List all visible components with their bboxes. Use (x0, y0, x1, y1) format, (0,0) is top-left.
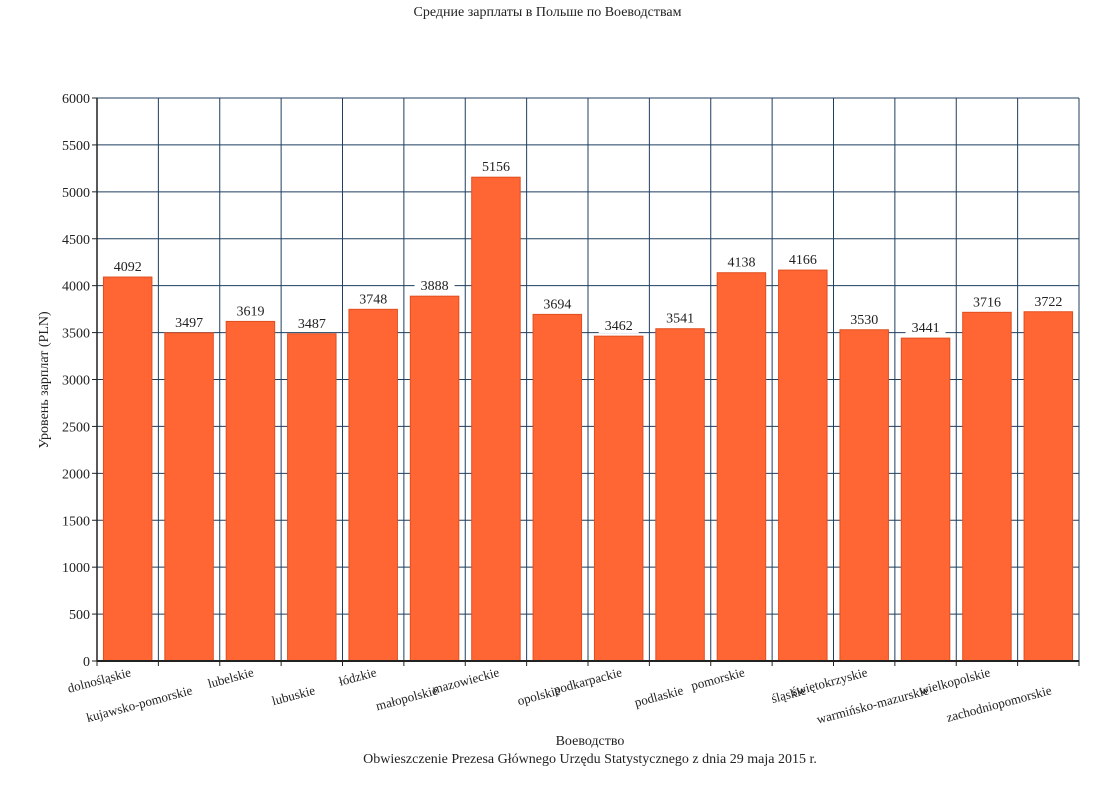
y-tick-label: 1500 (62, 514, 90, 529)
y-tick-label: 500 (69, 608, 90, 623)
value-label-bg (291, 313, 332, 331)
value-label-bg (537, 294, 578, 312)
y-tick-label: 2000 (62, 467, 90, 482)
y-tick-label: 4000 (62, 280, 90, 295)
y-tick-label: 0 (83, 655, 90, 670)
bar (839, 329, 889, 662)
y-tick-label: 6000 (62, 92, 90, 107)
value-label-bg (475, 157, 516, 175)
value-label: 4092 (114, 260, 142, 275)
bar (962, 311, 1012, 662)
category-label: dolnośląskie (66, 664, 133, 695)
value-label: 3441 (912, 321, 940, 336)
y-tick-label: 2500 (62, 420, 90, 435)
bar (471, 176, 521, 662)
value-label-bg (966, 292, 1007, 310)
value-label-bg (598, 316, 639, 334)
category-label: lubelskie (206, 664, 255, 691)
y-tick-label: 5500 (62, 139, 90, 154)
category-label: pomorskie (689, 664, 746, 693)
value-label-bg (844, 309, 885, 327)
bar (532, 313, 583, 662)
bar (348, 308, 398, 662)
bars (102, 176, 1074, 662)
value-label: 3541 (666, 312, 694, 327)
bar (102, 276, 153, 662)
value-label: 3716 (973, 295, 1001, 310)
category-label: mazowieckie (431, 664, 501, 696)
x-axis-label: Воеводство (555, 734, 625, 749)
y-tick-label: 1000 (62, 561, 90, 576)
y-tick-label: 4500 (62, 233, 90, 248)
value-label: 4166 (789, 253, 817, 268)
value-label-bg (169, 312, 210, 330)
bar (655, 328, 705, 662)
y-tick-label: 5000 (62, 186, 90, 201)
category-label: lubuskie (270, 682, 317, 708)
bar (287, 333, 337, 662)
category-label: wielkopolskie (917, 664, 992, 697)
value-label: 3748 (359, 292, 387, 307)
value-label: 3462 (605, 319, 633, 334)
bar (1023, 311, 1074, 662)
y-tick-label: 3500 (62, 327, 90, 342)
value-label: 5156 (482, 160, 510, 175)
value-label: 3722 (1034, 295, 1062, 310)
source-note: Obwieszczenie Prezesa Głównego Urzędu St… (363, 752, 817, 767)
value-label: 3497 (175, 316, 203, 331)
grid (96, 97, 1080, 662)
category-label: świętokrzyskie (790, 664, 869, 699)
category-label: kujawsko-pomorskie (85, 682, 194, 725)
bar (409, 295, 460, 662)
category-label: małopolskie (374, 682, 439, 713)
value-label-bg (721, 252, 762, 270)
value-label: 3530 (850, 313, 878, 328)
chart-title: Средние зарплаты в Польше по Воеводствам (413, 5, 682, 20)
category-label: podlaskie (633, 682, 685, 709)
value-label-bg (353, 289, 394, 307)
value-label-bg (905, 318, 946, 336)
y-axis-label: Уровень зарплат (PLN) (37, 311, 52, 449)
value-labels: 4092 3497 3619 3487 3748 3888 5156 3694 3462 3541… (107, 157, 1069, 336)
category-label: warmińsko-mazurskie (815, 682, 931, 726)
category-label: łódzkie (337, 664, 378, 688)
bar (900, 337, 951, 662)
bar (778, 269, 828, 662)
bar (593, 335, 644, 662)
value-label: 4138 (727, 256, 755, 271)
value-label-bg (660, 308, 701, 326)
y-tick-label: 3000 (62, 374, 90, 389)
value-label-bg (230, 301, 271, 319)
value-label: 3487 (298, 317, 326, 332)
value-label-bg (782, 250, 823, 268)
value-label: 3888 (421, 279, 449, 294)
bar (164, 332, 214, 662)
category-label: zachodniopomorskie (945, 682, 1054, 725)
value-label: 3694 (543, 297, 571, 312)
value-label: 3619 (236, 304, 264, 319)
value-label-bg (414, 276, 455, 294)
category-label: podkarpackie (552, 664, 624, 697)
value-label-bg (1028, 291, 1069, 309)
value-label-bg (107, 257, 148, 275)
bar (225, 320, 276, 662)
bar (716, 272, 767, 662)
